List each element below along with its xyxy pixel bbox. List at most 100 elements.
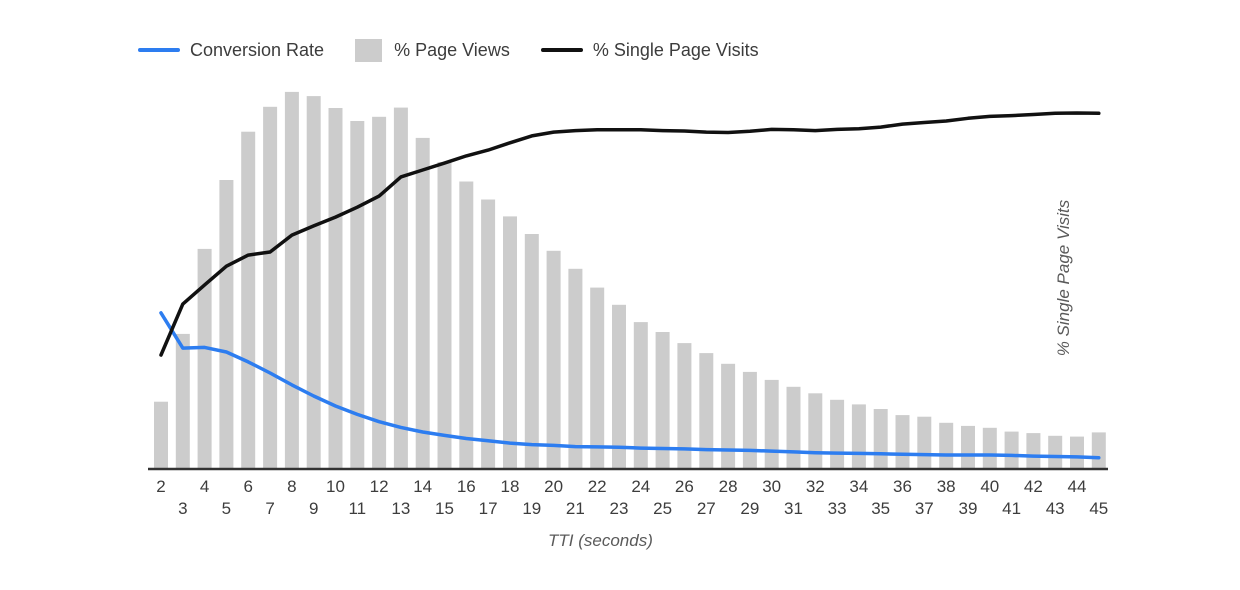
x-tick-label: 25 <box>653 499 673 518</box>
single-page-visits-line <box>159 111 1101 357</box>
x-tick-label: 29 <box>740 499 760 518</box>
page-views-bar <box>263 106 278 469</box>
page-views-bar <box>503 216 517 468</box>
x-tick-label: 27 <box>696 499 716 518</box>
page-views-box-swatch-icon <box>355 38 383 62</box>
page-views-bar <box>830 399 845 468</box>
x-tick-label: 28 <box>718 477 738 496</box>
page-views-bar <box>284 91 299 469</box>
page-views-bar <box>982 427 997 468</box>
conversion-rate-line <box>159 311 1101 460</box>
page-views-bar <box>372 116 387 469</box>
page-views-bar <box>786 386 801 468</box>
y-axis-title-right: % Single Page Visits <box>1054 199 1073 357</box>
x-tick-label: 13 <box>391 499 411 518</box>
x-tick-label: 12 <box>369 477 389 496</box>
page-views-bar <box>437 162 452 468</box>
x-tick-label: 42 <box>1023 477 1043 496</box>
legend-item-single-page-visits: % Single Page Visits <box>540 39 759 61</box>
page-views-bar <box>197 248 212 468</box>
x-tick-label: 26 <box>674 477 694 496</box>
page-views-bar <box>306 96 321 468</box>
page-views-bar <box>590 287 605 468</box>
page-views-bar <box>764 379 779 468</box>
x-tick-label: 35 <box>871 499 891 518</box>
x-tick-label: 45 <box>1089 499 1109 518</box>
page-views-bar <box>546 250 561 468</box>
x-tick-label: 36 <box>893 477 912 496</box>
page-views-bar <box>175 333 190 468</box>
x-tick-label: 5 <box>221 499 232 518</box>
page-views-bar <box>939 422 954 468</box>
x-tick-label: 16 <box>456 477 476 496</box>
x-tick-label: 6 <box>243 477 253 496</box>
page-views-bar <box>917 416 932 468</box>
x-tick-label: 10 <box>326 477 345 496</box>
x-tick-label: 41 <box>1002 499 1022 518</box>
page-views-bar <box>721 363 736 468</box>
x-tick-label: 33 <box>827 499 847 518</box>
x-tick-label: 32 <box>805 477 825 496</box>
x-tick-label: 14 <box>413 477 433 496</box>
x-tick-label: 24 <box>631 477 651 496</box>
page-views-bar <box>1091 432 1106 468</box>
x-tick-label: 3 <box>178 499 188 518</box>
x-tick-label: 15 <box>435 499 454 518</box>
x-tick-label: 30 <box>762 477 782 496</box>
page-views-bar <box>568 268 583 468</box>
x-tick-label: 34 <box>849 477 869 496</box>
x-tick-label: 7 <box>265 499 275 518</box>
page-views-bar <box>459 181 474 468</box>
page-views-bar <box>328 108 343 468</box>
x-tick-label: 18 <box>500 477 520 496</box>
page-views-bar <box>481 199 496 468</box>
x-tick-label: 23 <box>609 499 629 518</box>
x-tick-label: 11 <box>348 499 367 518</box>
page-views-bar <box>219 180 234 468</box>
legend-item-conversion-rate: Conversion Rate <box>138 40 324 61</box>
x-tick-label: 31 <box>784 499 803 518</box>
x-tick-label: 38 <box>936 477 956 496</box>
page-views-bar <box>1048 435 1063 468</box>
x-tick-label: 20 <box>544 477 564 496</box>
page-views-bar <box>699 353 714 468</box>
x-tick-label: 22 <box>587 477 607 496</box>
x-tick-label: 39 <box>958 499 978 518</box>
x-tick-label: 17 <box>478 499 498 518</box>
legend-label-conversion-rate: Conversion Rate <box>190 39 325 60</box>
x-tick-label: 37 <box>914 499 934 518</box>
page-views-bar <box>742 371 757 468</box>
page-views-bar <box>612 304 626 468</box>
page-views-bar <box>655 332 670 468</box>
legend-label-single-page-visits: % Single Page Visits <box>592 39 759 60</box>
page-views-bar <box>677 343 692 468</box>
x-axis-title: TTI (seconds) <box>548 531 653 550</box>
x-tick-label: 21 <box>565 499 585 518</box>
page-views-bar <box>873 409 888 468</box>
page-views-bar <box>154 401 168 468</box>
single-page-visits-line-swatch-icon <box>540 48 583 52</box>
page-views-bar <box>393 107 408 468</box>
page-views-bar <box>633 322 648 468</box>
x-tick-label: 44 <box>1067 477 1087 496</box>
conversion-rate-line-swatch-icon <box>138 48 180 52</box>
x-tick-label: 9 <box>308 499 319 518</box>
page-views-bar <box>851 404 866 468</box>
x-tick-label: 8 <box>287 477 297 496</box>
page-views-bar <box>961 425 975 468</box>
page-views-bar <box>808 393 823 468</box>
legend-label-page-views: % Page Views <box>394 39 510 60</box>
x-tick-label: 19 <box>522 499 542 518</box>
page-views-bar <box>241 131 256 468</box>
x-tick-label: 40 <box>980 477 1000 496</box>
legend-item-page-views: % Page Views <box>355 38 510 62</box>
page-views-bar <box>524 234 539 468</box>
page-views-bar <box>1026 433 1041 468</box>
page-views-bar <box>1070 436 1084 468</box>
x-tick-label: 4 <box>199 477 210 496</box>
page-views-bar <box>415 137 430 468</box>
page-views-bar <box>895 415 910 468</box>
x-tick-label: 43 <box>1045 499 1065 518</box>
